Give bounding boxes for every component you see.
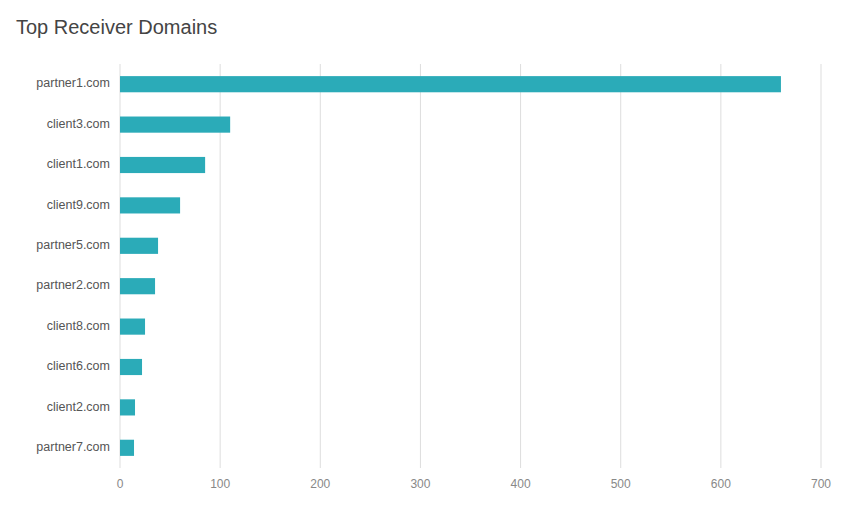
bar [120, 197, 180, 213]
x-tick-label: 0 [117, 477, 124, 491]
grid [120, 64, 821, 468]
grid-line [420, 64, 421, 468]
bar [120, 157, 205, 173]
x-tick-label: 200 [310, 477, 330, 491]
y-tick-label: partner7.com [36, 440, 110, 454]
title: Top Receiver Domains [16, 16, 217, 38]
x-axis: 0 100 200 300 400 500 600 700 [117, 477, 832, 491]
page: {"chart_data": {"type": "bar", "orientat… [0, 0, 851, 508]
y-tick-label: partner1.com [36, 76, 110, 90]
y-axis: partner1.com client3.com client1.com client… [36, 76, 110, 454]
bar [120, 76, 781, 92]
x-tick-label: 500 [611, 477, 631, 491]
bar [120, 117, 230, 133]
y-tick-label: partner5.com [36, 238, 110, 252]
bar [120, 238, 158, 254]
grid-line [620, 64, 621, 468]
grid-line [821, 64, 822, 468]
x-tick-label: 700 [811, 477, 831, 491]
y-tick-label: client6.com [47, 359, 110, 373]
x-tick-label: 100 [210, 477, 230, 491]
y-tick-label: partner2.com [36, 278, 110, 292]
bar [120, 278, 155, 294]
y-tick-label: client8.com [47, 319, 110, 333]
y-tick-label: client1.com [47, 157, 110, 171]
bar [120, 319, 145, 335]
bar [120, 359, 142, 375]
grid-line [520, 64, 521, 468]
y-tick-label: client3.com [47, 117, 110, 131]
y-tick-label: client9.com [47, 198, 110, 212]
grid-line [720, 64, 721, 468]
chart-svg: Top Receiver Domains 0 100 200 300 400 500 600 7… [0, 0, 851, 508]
grid-line [320, 64, 321, 468]
x-tick-label: 400 [511, 477, 531, 491]
x-tick-label: 600 [711, 477, 731, 491]
x-tick-label: 300 [410, 477, 430, 491]
bar [120, 399, 135, 415]
bars [120, 76, 781, 456]
chart-container: Top Receiver Domains 0 100 200 300 400 500 600 7… [0, 0, 851, 508]
y-tick-label: client2.com [47, 400, 110, 414]
bar [120, 440, 134, 456]
